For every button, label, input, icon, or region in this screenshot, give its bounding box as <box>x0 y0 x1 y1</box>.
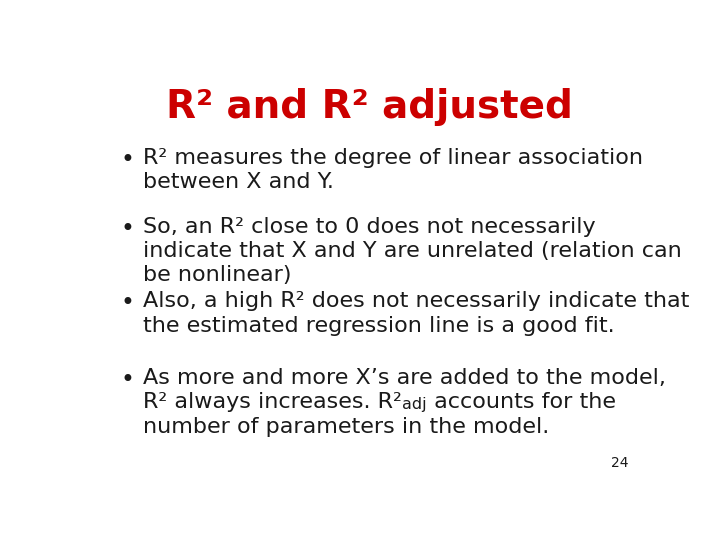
Text: the estimated regression line is a good fit.: the estimated regression line is a good … <box>143 315 615 335</box>
Text: Also, a high R² does not necessarily indicate that: Also, a high R² does not necessarily ind… <box>143 292 689 312</box>
Text: indicate that X and Y are unrelated (relation can: indicate that X and Y are unrelated (rel… <box>143 241 682 261</box>
Text: number of parameters in the model.: number of parameters in the model. <box>143 416 549 436</box>
Text: R² and R² adjusted: R² and R² adjusted <box>166 87 572 126</box>
Text: R² measures the degree of linear association: R² measures the degree of linear associa… <box>143 148 643 168</box>
Text: be nonlinear): be nonlinear) <box>143 265 292 285</box>
Text: •: • <box>121 292 135 315</box>
Text: between X and Y.: between X and Y. <box>143 172 334 192</box>
Text: •: • <box>121 217 135 240</box>
Text: •: • <box>121 368 135 393</box>
Text: 24: 24 <box>611 456 629 470</box>
Text: As more and more X’s are added to the model,: As more and more X’s are added to the mo… <box>143 368 666 388</box>
Text: adj: adj <box>402 396 426 411</box>
Text: So, an R² close to 0 does not necessarily: So, an R² close to 0 does not necessaril… <box>143 217 595 237</box>
Text: accounts for the: accounts for the <box>426 393 616 413</box>
Text: •: • <box>121 148 135 172</box>
Text: R² always increases. R²: R² always increases. R² <box>143 393 402 413</box>
